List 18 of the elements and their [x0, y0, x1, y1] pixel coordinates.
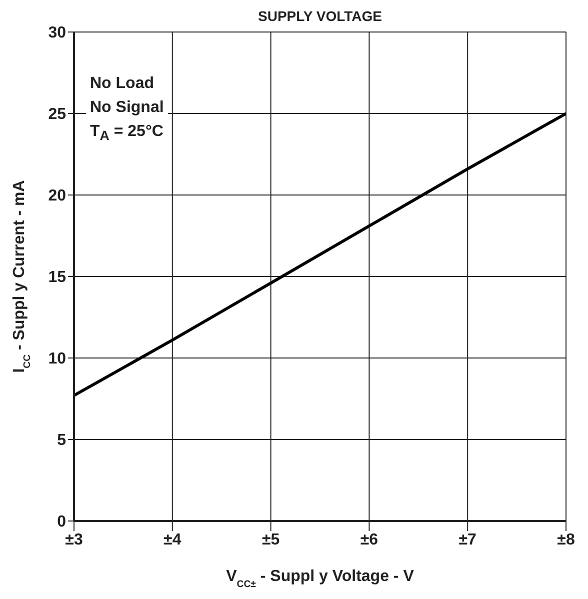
y-tick-label: 20: [48, 188, 66, 205]
y-tick-label: 5: [57, 432, 66, 450]
x-tick-label: ±5: [262, 531, 280, 548]
annotation: T$_{A}$ = 25°C: [90, 122, 164, 146]
x-axis-title: V$_{CC±}$ - Suppl y Voltage - V: [226, 568, 414, 590]
x-tick-label: ±3: [65, 531, 83, 548]
x-tick-label: ±8: [557, 531, 575, 548]
annotation: No Signal: [90, 98, 164, 118]
y-tick-label: 25: [48, 106, 66, 124]
y-tick-label: 15: [48, 269, 66, 286]
y-tick-label: 10: [48, 350, 66, 368]
y-tick-label: 30: [48, 24, 66, 42]
x-tick-label: ±4: [164, 531, 182, 548]
x-tick-label: ±7: [458, 531, 477, 548]
y-tick-label: 0: [57, 514, 66, 531]
chart-title: SUPPLY VOLTAGE: [257, 8, 383, 24]
annotation: No Load: [90, 74, 155, 94]
x-tick-label: ±6: [360, 531, 378, 548]
